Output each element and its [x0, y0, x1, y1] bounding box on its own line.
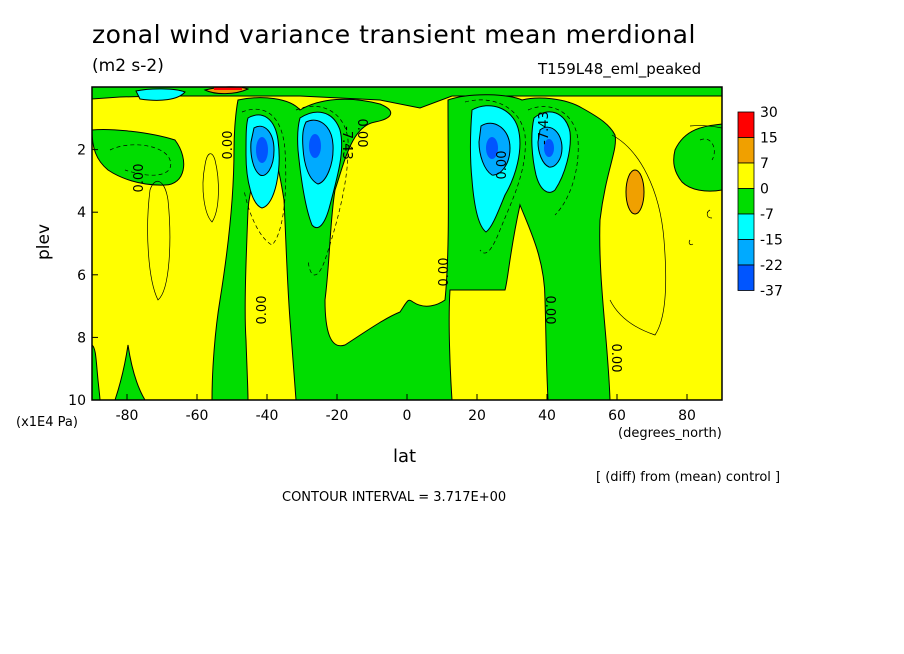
y-tick-label: 6 [77, 268, 86, 284]
y-tick-label: 8 [77, 330, 86, 346]
legend-label: 7 [760, 156, 769, 172]
x-tick-label: -80 [116, 408, 139, 424]
legend-label: 30 [760, 105, 778, 121]
legend-swatch [737, 213, 755, 240]
color-legend: 30 15 7 0 -7 -15 -22 -37 [737, 105, 783, 300]
contour-label: 0.00 [542, 296, 557, 325]
legend-label: -37 [760, 284, 783, 300]
x-tick-label: 40 [538, 408, 556, 424]
x-tick-label: 60 [608, 408, 626, 424]
contour-lines [147, 125, 723, 336]
negative-region-blue [256, 134, 554, 163]
contour-label: 0.00 [255, 296, 270, 325]
legend-label: -15 [760, 233, 783, 249]
legend-swatch [737, 264, 755, 291]
x-axis-label: lat [393, 446, 417, 467]
contour-label: 0.00 [354, 119, 369, 148]
dashed-contour-lines [109, 99, 715, 276]
contour-label: 0.00 [221, 131, 236, 160]
legend-swatch [737, 162, 755, 189]
x-tick-label: -20 [326, 408, 349, 424]
contour-label: 0.00 [495, 151, 510, 180]
run-id: T159L48_eml_peaked [538, 60, 702, 78]
x-axis-units: (degrees_north) [618, 426, 722, 441]
y-axis-units: (x1E4 Pa) [16, 415, 78, 430]
y-axis-ticks: 2 4 6 8 10 [68, 143, 98, 409]
legend-swatch [737, 188, 755, 215]
legend-label: -22 [760, 258, 783, 274]
chart-title: zonal wind variance transient mean merdi… [92, 20, 696, 49]
contour-label: -7.43 [537, 111, 552, 145]
legend-label: -7 [760, 207, 774, 223]
legend-swatch [737, 111, 755, 138]
legend-swatch [737, 137, 755, 164]
y-tick-label: 10 [68, 393, 86, 409]
x-tick-label: 0 [403, 408, 412, 424]
legend-swatch [737, 239, 755, 266]
contour-label: 0.00 [608, 344, 623, 373]
x-axis-ticks: -80 -60 -40 -20 0 20 40 60 80 [116, 394, 696, 424]
y-tick-label: 4 [77, 205, 86, 221]
y-tick-label: 2 [77, 143, 86, 159]
x-tick-label: -60 [186, 408, 209, 424]
x-tick-label: 20 [468, 408, 486, 424]
contour-label: 0.00 [132, 164, 147, 193]
contour-label: 0.00 [437, 258, 452, 287]
contour-interval: CONTOUR INTERVAL = 3.717E+00 [282, 490, 507, 505]
positive-region-red [214, 87, 242, 90]
legend-label: 0 [760, 182, 769, 198]
contour-labels: 0.000.00 -7.43 0.000.000.000.00-7.430.000.… [132, 111, 623, 372]
chart-units: (m2 s-2) [92, 56, 164, 76]
diff-note: [ (diff) from (mean) control ] [596, 470, 781, 485]
x-tick-label: -40 [256, 408, 279, 424]
contour-label: -7.43 [339, 126, 354, 160]
legend-label: 15 [760, 131, 778, 147]
x-tick-label: 80 [678, 408, 696, 424]
